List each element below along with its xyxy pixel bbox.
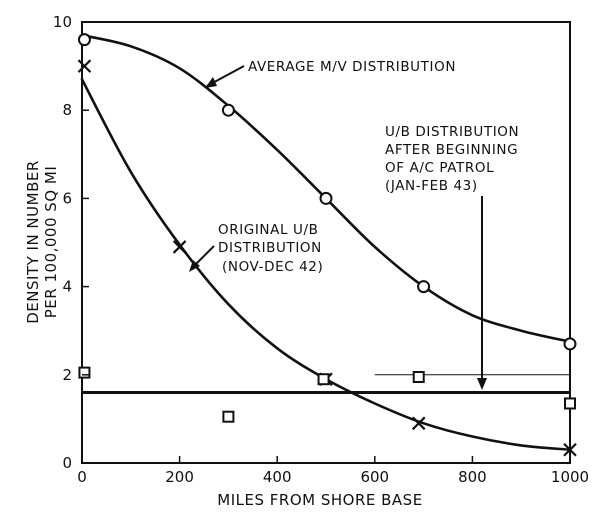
orig-ub-point-0	[77, 59, 92, 73]
after-patrol-point-4	[564, 397, 576, 410]
x-mark-stroke	[77, 59, 92, 73]
y-tick-label: 10	[53, 13, 72, 31]
x-tick-label: 0	[77, 468, 87, 486]
patrol-level-line	[82, 374, 570, 394]
y-tick-label: 4	[62, 278, 72, 296]
y-axis-title: DENSITY IN NUMBER PER 100,000 SQ MI	[24, 160, 60, 324]
annotation-after-line-1: U/B DISTRIBUTION	[385, 124, 519, 140]
x-tick-label: 800	[458, 468, 487, 486]
after-patrol-point-3	[412, 371, 425, 384]
annotation-orig-line-2: DISTRIBUTION	[218, 240, 322, 256]
annotation-after-line-4: (JAN-FEB 43)	[385, 178, 478, 194]
orig-ub-point-3	[411, 416, 426, 431]
annotation-mv-label: AVERAGE M/V DISTRIBUTION	[248, 59, 456, 75]
x-tick-label: 1000	[551, 468, 589, 486]
series-curve-0	[80, 33, 572, 343]
orig-ub-point-1	[172, 240, 187, 254]
axis-ticks: 0 200 400 600 800 1000 0 2 4 6 8 10	[53, 13, 589, 486]
y-tick-label: 6	[62, 189, 72, 207]
after-patrol-point-2	[317, 373, 330, 386]
annotation-after-line-2: AFTER BEGINNING	[385, 142, 518, 158]
after-patrol-point-1	[222, 410, 235, 423]
annotation-orig-line-1: ORIGINAL U/B	[218, 222, 318, 238]
mv-point-0	[77, 33, 91, 47]
x-tick-label: 200	[165, 468, 194, 486]
mv-point-4	[563, 337, 577, 351]
y-tick-label: 2	[62, 366, 72, 384]
y-axis-title-line-2: PER 100,000 SQ MI	[42, 166, 60, 318]
series-curve-1	[80, 78, 572, 452]
annotation-after-arrowhead	[477, 378, 487, 390]
x-axis-title: MILES FROM SHORE BASE	[217, 491, 422, 509]
annotation-after-line-3: OF A/C PATROL	[385, 160, 494, 176]
plot-frame	[81, 21, 571, 464]
x-mark-stroke	[563, 442, 577, 457]
series-markers	[77, 33, 577, 457]
y-tick-label: 0	[62, 454, 72, 472]
mv-point-2	[319, 191, 333, 205]
mv-point-3	[417, 280, 431, 294]
annotation-orig-line-3: (NOV-DEC 42)	[222, 259, 323, 275]
annotation-orig-arrowhead	[189, 260, 200, 272]
y-axis-title-line-1: DENSITY IN NUMBER	[24, 160, 42, 324]
after-patrol-point-0	[78, 366, 91, 379]
mv-point-1	[221, 103, 235, 117]
x-tick-label: 600	[360, 468, 389, 486]
series-curves	[80, 33, 572, 452]
orig-ub-point-4	[563, 442, 577, 457]
y-tick-label: 8	[62, 101, 72, 119]
x-tick-label: 400	[263, 468, 292, 486]
x-mark-stroke	[172, 240, 187, 254]
x-mark-stroke	[411, 416, 426, 431]
annotation-mv-arrowhead	[205, 77, 217, 88]
